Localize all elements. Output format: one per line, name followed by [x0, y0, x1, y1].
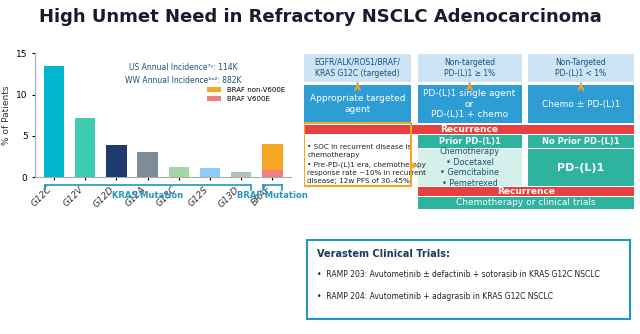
- Text: •  RAMP 203: Avutometinib ± defactinib + sotorasib in KRAS G12C NSCLC: • RAMP 203: Avutometinib ± defactinib + …: [317, 270, 600, 279]
- Text: Recurrence: Recurrence: [497, 187, 555, 196]
- Bar: [304, 53, 411, 82]
- Bar: [138, 152, 157, 177]
- Text: KRAS Mutations Represent 25% of Lung Adenocarcinoma &
BRAF Mutations Represent ~: KRAS Mutations Represent 25% of Lung Ade…: [28, 208, 276, 231]
- Bar: [418, 53, 522, 82]
- Bar: [418, 135, 522, 148]
- Text: Chemotherapy or clinical trials: Chemotherapy or clinical trials: [456, 198, 595, 207]
- Bar: [75, 118, 95, 177]
- Text: US Annual Incidence⁷ʸ: 114K
WW Annual Incidence¹ᵃ²: 882K: US Annual Incidence⁷ʸ: 114K WW Annual In…: [125, 63, 242, 85]
- Bar: [304, 123, 411, 186]
- Text: Non-targeted
PD-(L)1 ≥ 1%: Non-targeted PD-(L)1 ≥ 1%: [444, 58, 495, 78]
- Text: Advanced or Metastatic NSCL Cancer
Recommend Histologic and Molecular Subtyping⁵: Advanced or Metastatic NSCL Cancer Recom…: [344, 32, 594, 53]
- Text: No Prior PD-(L)1: No Prior PD-(L)1: [542, 137, 620, 146]
- Text: BRAF Mutation: BRAF Mutation: [237, 191, 308, 199]
- Text: Chemo ± PD-(L)1: Chemo ± PD-(L)1: [541, 100, 620, 109]
- Bar: [106, 145, 127, 177]
- Bar: [262, 170, 283, 177]
- Text: KRAS Mutation: KRAS Mutation: [112, 191, 183, 199]
- Bar: [304, 85, 411, 123]
- Text: Appropriate targeted
agent: Appropriate targeted agent: [310, 94, 405, 114]
- Bar: [528, 135, 634, 148]
- Y-axis label: % of Patients: % of Patients: [1, 86, 10, 145]
- Bar: [528, 53, 634, 82]
- Text: EGFR/ALK/ROS1/BRAF/
KRAS G12C (targeted): EGFR/ALK/ROS1/BRAF/ KRAS G12C (targeted): [315, 58, 401, 78]
- Text: Prior PD-(L)1: Prior PD-(L)1: [438, 137, 500, 146]
- Text: Chemotherapy
• Docetaxel
• Gemcitabine
• Pemetrexed: Chemotherapy • Docetaxel • Gemcitabine •…: [440, 147, 500, 188]
- Bar: [200, 168, 220, 177]
- Bar: [418, 197, 634, 209]
- Text: PD-(L)1 single agent
or
PD-(L)1 + chemo: PD-(L)1 single agent or PD-(L)1 + chemo: [424, 89, 516, 119]
- Bar: [528, 85, 634, 123]
- Bar: [169, 167, 189, 177]
- Bar: [231, 172, 252, 177]
- Bar: [304, 125, 634, 134]
- Legend: BRAF non-V600E, BRAF V600E: BRAF non-V600E, BRAF V600E: [204, 84, 288, 105]
- Bar: [418, 187, 634, 196]
- Bar: [418, 85, 522, 123]
- Text: Non-Targeted
PD-(L)1 < 1%: Non-Targeted PD-(L)1 < 1%: [556, 58, 607, 78]
- Text: High Unmet Need in Refractory NSCLC Adenocarcinoma: High Unmet Need in Refractory NSCLC Aden…: [38, 8, 602, 26]
- Bar: [44, 66, 64, 177]
- Bar: [528, 149, 634, 186]
- Text: • SOC in recurrent disease is
chemotherapy: • SOC in recurrent disease is chemothera…: [307, 144, 412, 158]
- Text: •  RAMP 204: Avutometinib + adagrasib in KRAS G12C NSCLC: • RAMP 204: Avutometinib + adagrasib in …: [317, 292, 553, 301]
- Text: • Pre-PD-(L)1 era, chemotherapy
response rate ~10% in recurrent
disease; 12w PFS: • Pre-PD-(L)1 era, chemotherapy response…: [307, 162, 426, 184]
- Bar: [418, 149, 522, 186]
- Text: Verastem Clinical Trials:: Verastem Clinical Trials:: [317, 248, 450, 259]
- Text: Recurrence: Recurrence: [440, 125, 498, 134]
- Text: NSCLC Adenocarcinoma³: NSCLC Adenocarcinoma³: [76, 38, 228, 47]
- Bar: [262, 144, 283, 170]
- Text: PD-(L)1: PD-(L)1: [557, 163, 605, 172]
